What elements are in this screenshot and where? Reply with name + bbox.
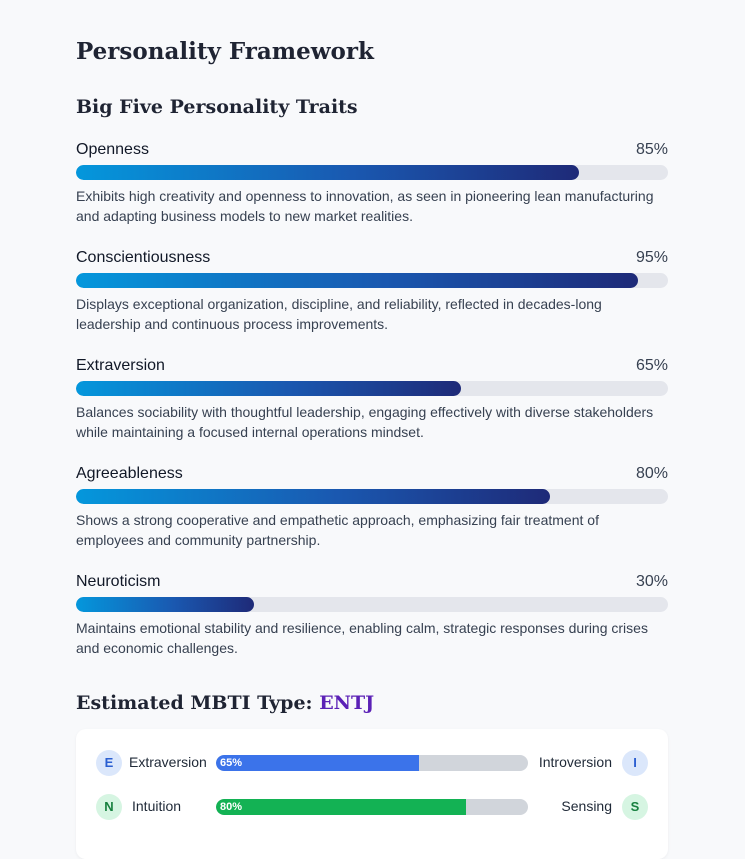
trait-neuroticism: Neuroticism 30% Maintains emotional stab…: [76, 572, 668, 672]
mbti-heading-prefix: Estimated MBTI Type:: [76, 692, 320, 714]
big-five-heading: Big Five Personality Traits: [76, 96, 358, 118]
trait-progress-fill: [76, 489, 550, 504]
trait-description: Balances sociability with thoughtful lea…: [76, 404, 654, 440]
mbti-left-letter-badge: E: [96, 750, 122, 776]
trait-percent: 95%: [635, 249, 668, 266]
trait-name: Extraversion: [76, 357, 165, 374]
mbti-progress-fill: 65%: [216, 755, 419, 771]
mbti-left-label: Intuition: [132, 798, 182, 814]
trait-progress-track: [76, 489, 668, 504]
trait-name: Openness: [76, 141, 149, 158]
mbti-progress-track: 65%: [216, 755, 528, 771]
trait-progress-track: [76, 381, 668, 396]
trait-progress-track: [76, 273, 668, 288]
mbti-left-label: Extraversion: [129, 754, 207, 770]
trait-conscientiousness: Conscientiousness 95% Displays exception…: [76, 248, 668, 348]
mbti-progress-track: 80%: [216, 799, 528, 815]
trait-percent: 65%: [635, 357, 668, 374]
page-title: Personality Framework: [76, 38, 374, 65]
trait-progress-fill: [76, 165, 580, 180]
trait-name: Neuroticism: [76, 573, 161, 590]
mbti-right-letter-badge: I: [622, 750, 648, 776]
trait-percent: 30%: [635, 573, 668, 590]
trait-extraversion: Extraversion 65% Balances sociability wi…: [76, 356, 668, 456]
trait-percent: 80%: [635, 465, 668, 482]
trait-progress-track: [76, 165, 668, 180]
trait-description: Shows a strong cooperative and empatheti…: [76, 512, 599, 548]
mbti-progress-fill: 80%: [216, 799, 466, 815]
trait-progress-fill: [76, 381, 461, 396]
trait-progress-fill: [76, 273, 639, 288]
trait-name: Agreeableness: [76, 465, 183, 482]
mbti-heading: Estimated MBTI Type: ENTJ: [76, 692, 374, 714]
trait-agreeableness: Agreeableness 80% Shows a strong coopera…: [76, 464, 668, 564]
trait-description: Maintains emotional stability and resili…: [76, 620, 648, 656]
mbti-right-label: Sensing: [561, 798, 612, 814]
mbti-type: ENTJ: [319, 692, 375, 714]
trait-percent: 85%: [635, 141, 668, 158]
mbti-right-label: Introversion: [538, 754, 612, 770]
trait-progress-fill: [76, 597, 254, 612]
trait-name: Conscientiousness: [76, 249, 211, 266]
mbti-left-letter-badge: N: [96, 794, 122, 820]
mbti-dimension-row: N Intuition 80% Sensing S: [76, 794, 668, 822]
trait-openness: Openness 85% Exhibits high creativity an…: [76, 140, 668, 240]
mbti-dimension-row: E Extraversion 65% Introversion I: [76, 750, 668, 778]
mbti-card: E Extraversion 65% Introversion I N Intu…: [76, 729, 668, 859]
trait-description: Displays exceptional organization, disci…: [76, 296, 602, 332]
trait-description: Exhibits high creativity and openness to…: [76, 188, 654, 224]
mbti-right-letter-badge: S: [622, 794, 648, 820]
trait-progress-track: [76, 597, 668, 612]
